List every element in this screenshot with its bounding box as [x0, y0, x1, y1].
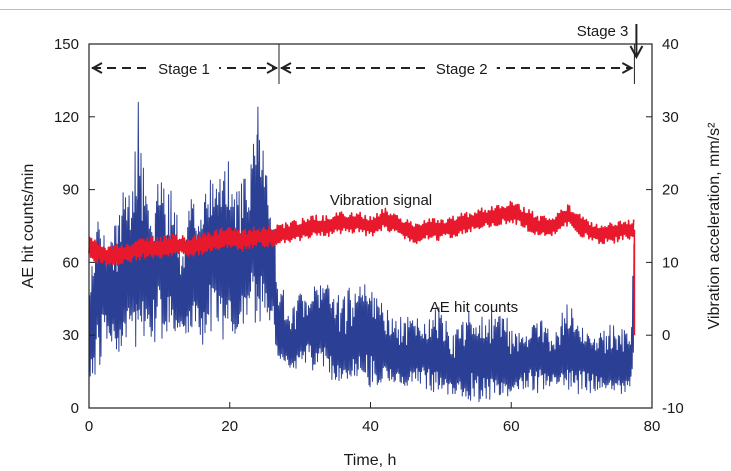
left-y-tick-label: 150 — [54, 36, 79, 53]
annotation-ae-hit-counts: AE hit counts — [430, 299, 518, 316]
left-y-tick-label: 0 — [71, 400, 79, 417]
stage-1-label: Stage 1 — [158, 61, 210, 78]
stage-3-label: Stage 3 — [577, 23, 629, 40]
right-y-tick-label: 30 — [662, 109, 679, 126]
stage-2-label-bg — [426, 57, 497, 79]
left-y-axis-title: AE hit counts/min — [20, 164, 37, 289]
top-divider — [0, 9, 731, 10]
left-y-tick-label: 60 — [62, 254, 79, 271]
series-layer — [88, 101, 636, 403]
right-y-tick-label: -10 — [662, 400, 684, 417]
stage-1-arrow-head-right — [266, 62, 279, 74]
x-axis-title: Time, h — [344, 452, 397, 469]
stage-1-arrow-head-left — [90, 62, 103, 74]
stage-2-arrow-head-right — [621, 62, 634, 74]
stage-3-arrow-head — [629, 45, 644, 60]
x-tick-label: 40 — [362, 418, 379, 435]
x-tick-label: 60 — [503, 418, 520, 435]
right-y-tick-label: 20 — [662, 182, 679, 199]
stage-1-label-bg — [148, 57, 220, 79]
axis-layer: 0 20 40 60 80 0 30 60 90 120 150 -10 0 10 20 30 40 — [54, 36, 684, 435]
right-y-tick-label: 0 — [662, 327, 670, 344]
right-y-tick-label: 40 — [662, 36, 679, 53]
right-y-tick-label: 10 — [662, 254, 679, 271]
stage-layer: Stage 1 Stage 2 Stage 3 — [90, 23, 644, 84]
vibration-signal-line — [88, 200, 636, 336]
left-y-tick-label: 120 — [54, 109, 79, 126]
x-tick-label: 20 — [221, 418, 238, 435]
annotation-vibration-signal: Vibration signal — [330, 192, 432, 209]
right-y-axis-title: Vibration acceleration, mm/s² — [706, 122, 723, 330]
x-tick-label: 0 — [85, 418, 93, 435]
left-y-tick-label: 30 — [62, 327, 79, 344]
stage-2-label: Stage 2 — [436, 61, 488, 78]
left-y-tick-label: 90 — [62, 182, 79, 199]
x-tick-label: 80 — [644, 418, 661, 435]
stage-2-arrow-head-left — [279, 62, 292, 74]
